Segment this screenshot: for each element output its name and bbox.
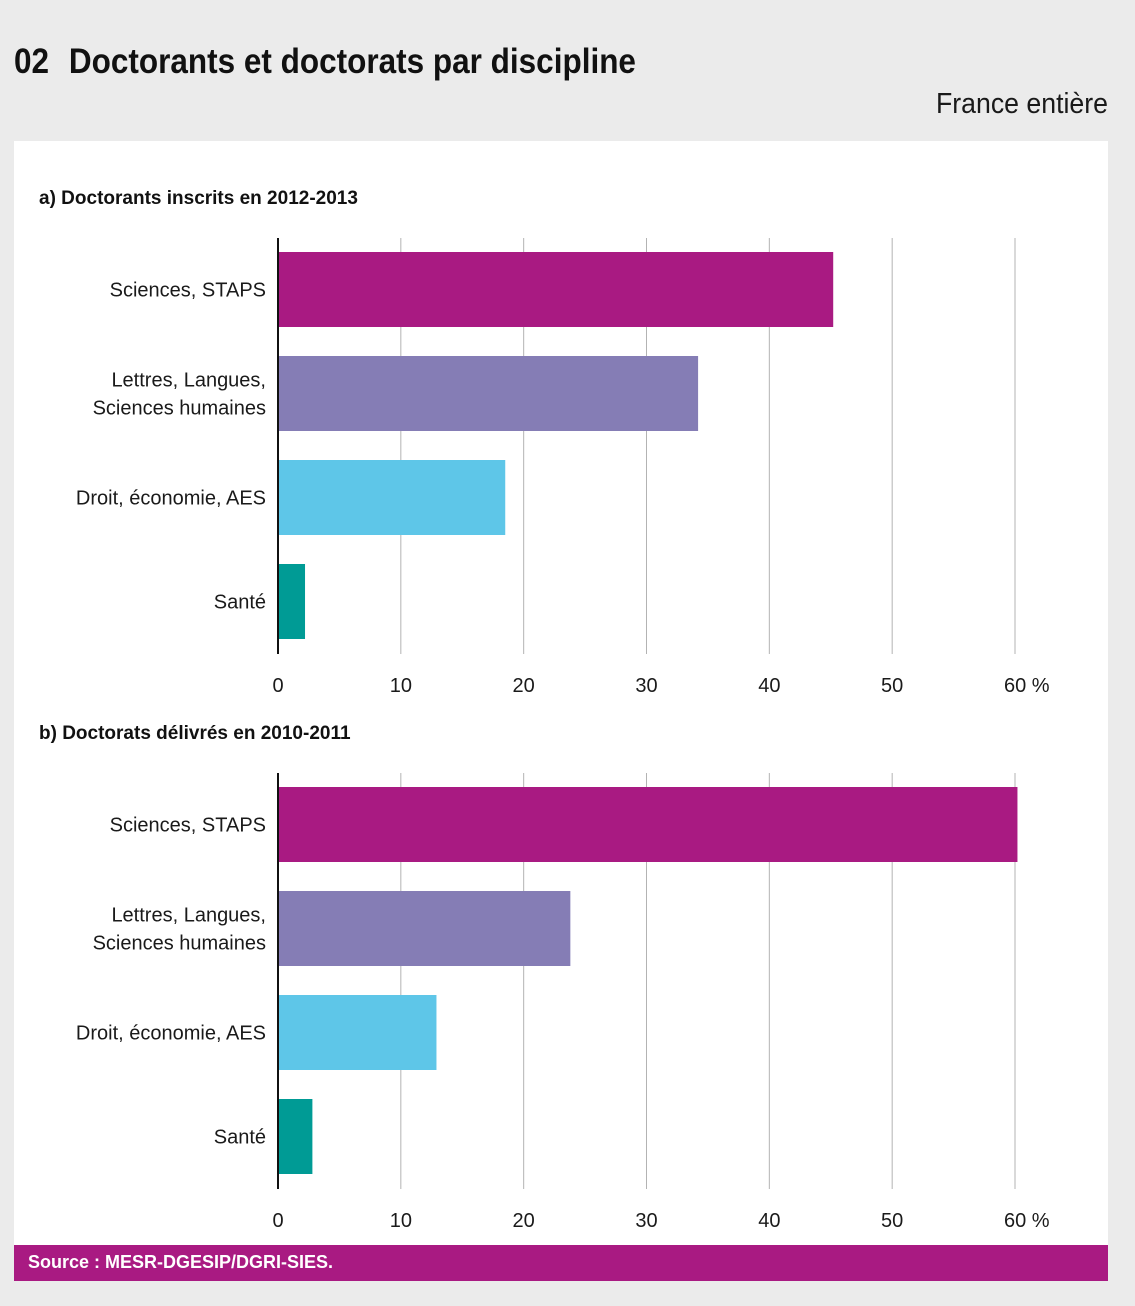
x-tick-label: 40 (758, 1210, 780, 1232)
category-label: Lettres, Langues, (111, 370, 266, 392)
category-label: Sciences humaines (93, 398, 266, 420)
category-label: Droit, économie, AES (76, 1023, 266, 1045)
x-tick-label: 10 (390, 1210, 412, 1232)
x-tick-label: 30 (635, 675, 657, 697)
figure-number: 02 (14, 42, 50, 81)
bar (278, 995, 437, 1070)
x-tick-label: 30 (635, 1210, 657, 1232)
x-tick-label: 60 % (1004, 1210, 1050, 1232)
chart-doctorants-inscrits: a) Doctorants inscrits en 2012-2013 0 10 20… (39, 188, 1050, 697)
category-label: Sciences, STAPS (110, 280, 266, 302)
page-title: 02 Doctorants et doctorats par discipline (14, 42, 636, 82)
chart-title: b) Doctorats délivrés en 2010-2011 (39, 723, 351, 744)
category-label: Lettres, Langues, (111, 905, 266, 927)
source-bar: Source : MESR-DGESIP/DGRI-SIES. (14, 1245, 1108, 1281)
x-tick-label: 50 (881, 1210, 903, 1232)
bar (278, 891, 571, 966)
x-tick-label: 60 % (1004, 675, 1050, 697)
bar (278, 787, 1018, 862)
figure-title: Doctorants et doctorats par discipline (68, 42, 636, 81)
category-label: Santé (214, 1127, 266, 1149)
bar (278, 564, 306, 639)
bar (278, 460, 506, 535)
chart-panel: a) Doctorants inscrits en 2012-2013 0 10 20… (14, 141, 1108, 1245)
category-label: Sciences humaines (93, 933, 266, 955)
bar (278, 1099, 313, 1174)
category-label: Droit, économie, AES (76, 488, 266, 510)
page-subtitle: France entière (935, 88, 1108, 120)
category-label: Sciences, STAPS (110, 815, 266, 837)
x-tick-label: 0 (272, 675, 283, 697)
source-text: Source : MESR-DGESIP/DGRI-SIES. (28, 1252, 334, 1272)
x-tick-label: 20 (513, 1210, 535, 1232)
x-tick-label: 20 (513, 675, 535, 697)
chart-title: a) Doctorants inscrits en 2012-2013 (39, 188, 358, 209)
x-tick-label: 0 (272, 1210, 283, 1232)
x-tick-label: 40 (758, 675, 780, 697)
bar (278, 252, 834, 327)
bar (278, 356, 699, 431)
x-tick-label: 50 (881, 675, 903, 697)
chart-doctorats-delivres: b) Doctorats délivrés en 2010-2011 0 10 20 3… (39, 723, 1050, 1232)
category-label: Santé (214, 592, 266, 614)
x-tick-label: 10 (390, 675, 412, 697)
